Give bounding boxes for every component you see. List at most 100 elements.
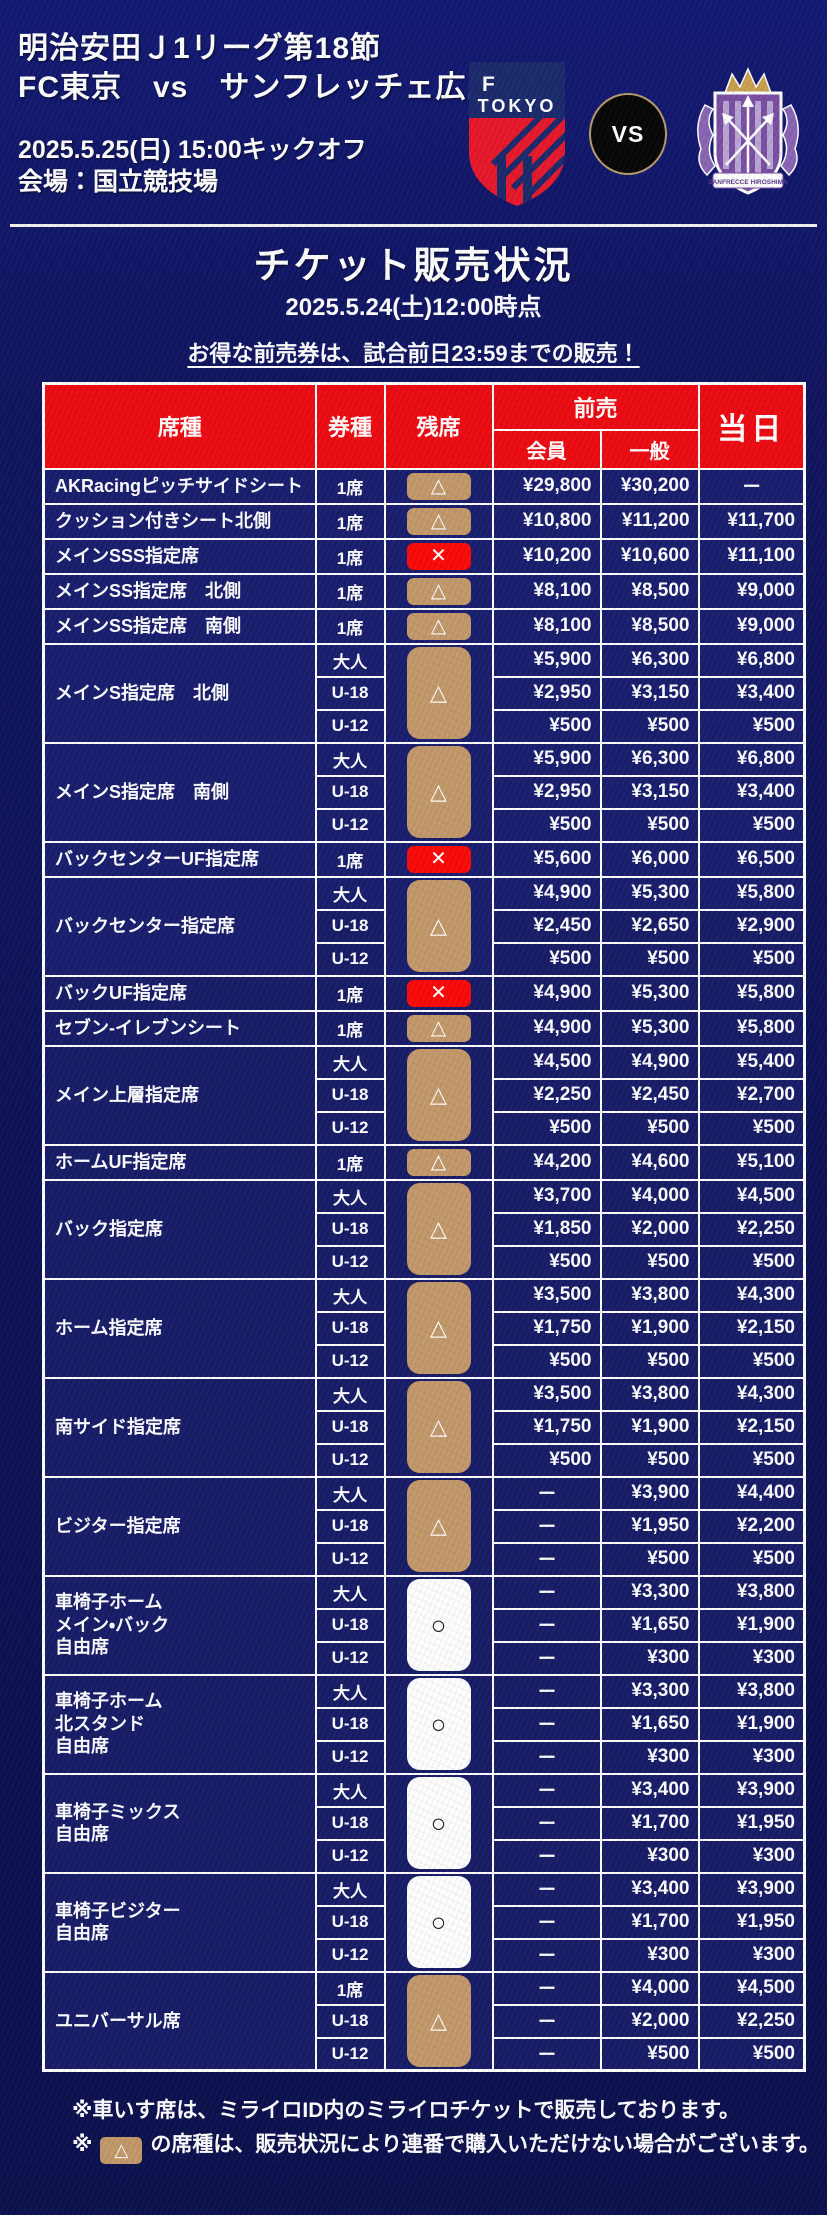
seat-row: メインSSS指定席 1席 ✕ ¥10,200 ¥10,600 ¥11,100 bbox=[42, 537, 806, 575]
ticket-type-cell: U-18 bbox=[314, 1607, 386, 1643]
availability-cell: ○ bbox=[383, 1772, 494, 1874]
availability-badge-limited: △ bbox=[406, 1148, 471, 1176]
col-header-ticket-type: 券種 bbox=[314, 382, 386, 470]
price-general-cell: ¥300 bbox=[599, 1937, 700, 1973]
sanfrecce-banner-text: SANFRECCE HIROSHIMA bbox=[708, 179, 788, 186]
seat-row: U-12 ¥500 ¥500 ¥500 bbox=[44, 708, 806, 744]
logo-strip: F C TOKYO VS bbox=[467, 60, 807, 208]
price-sameday-cell: ¥500 bbox=[697, 2036, 806, 2072]
price-member-cell: ー bbox=[491, 1838, 602, 1874]
availability-badge-limited: △ bbox=[406, 1480, 471, 1572]
price-member-cell: ー bbox=[491, 1706, 602, 1742]
price-general-cell: ¥8,500 bbox=[599, 607, 700, 645]
price-sameday-cell: ¥500 bbox=[697, 708, 806, 744]
price-general-cell: ¥6,000 bbox=[599, 840, 700, 878]
price-sameday-cell: ¥5,400 bbox=[697, 1044, 806, 1080]
ticket-type-cell: U-12 bbox=[314, 1244, 386, 1280]
availability-badge-limited: △ bbox=[406, 746, 471, 838]
seat-row: ホームUF指定席 1席 △ ¥4,200 ¥4,600 ¥5,100 bbox=[42, 1143, 806, 1181]
seat-row: U-18 ¥2,950 ¥3,150 ¥3,400 bbox=[44, 774, 806, 810]
seat-row: U-18 ¥2,950 ¥3,150 ¥3,400 bbox=[44, 675, 806, 711]
price-sameday-cell: ¥4,500 bbox=[697, 1970, 806, 2006]
seat-name-cell: クッション付きシート北側 bbox=[42, 502, 317, 540]
price-member-cell: ¥500 bbox=[491, 1442, 602, 1478]
price-sameday-cell: ¥1,950 bbox=[697, 1805, 806, 1841]
seat-row: バックセンター指定席 大人 △ ¥4,900 ¥5,300 ¥5,800 bbox=[42, 875, 806, 977]
price-sameday-cell: ¥9,000 bbox=[697, 607, 806, 645]
availability-badge-limited: △ bbox=[406, 1183, 471, 1275]
availability-badge-limited: △ bbox=[406, 1381, 471, 1473]
price-general-cell: ¥5,300 bbox=[599, 974, 700, 1012]
seat-name-cell: 南サイド指定席 bbox=[42, 1376, 317, 1478]
price-sameday-cell: ー bbox=[697, 467, 806, 505]
fc-tokyo-tokyo-text: TOKYO bbox=[478, 96, 557, 116]
price-member-cell: ー bbox=[491, 1673, 602, 1709]
availability-cell: ✕ bbox=[383, 840, 494, 878]
seat-name-cell: 車椅子ミックス 自由席 bbox=[42, 1772, 317, 1874]
seat-row: メインS指定席 南側 大人 △ ¥5,900 ¥6,300 ¥6,800 bbox=[42, 741, 806, 843]
ticket-type-cell: U-18 bbox=[314, 1805, 386, 1841]
availability-badge-available: ○ bbox=[406, 1579, 471, 1671]
seat-name-cell: ビジター指定席 bbox=[42, 1475, 317, 1577]
price-sameday-cell: ¥1,900 bbox=[697, 1607, 806, 1643]
matchup-title: FC東京 vs サンフレッチェ広島 bbox=[18, 71, 498, 104]
ticket-type-cell: U-18 bbox=[314, 908, 386, 944]
seat-name-cell: 車椅子ホーム 北スタンド 自由席 bbox=[42, 1673, 317, 1775]
seat-row: U-18 ¥1,750 ¥1,900 ¥2,150 bbox=[44, 1310, 806, 1346]
seat-name-cell: ホームUF指定席 bbox=[42, 1143, 317, 1181]
ticket-table-wrap: 席種 券種 残席 前売 当日 会員 一般 AKRacingピッチサイドシート 1席… bbox=[42, 382, 807, 2072]
availability-badge-limited: △ bbox=[406, 1974, 471, 2067]
price-sameday-cell: ¥5,800 bbox=[697, 974, 806, 1012]
ticket-type-cell: 1席 bbox=[314, 1009, 386, 1047]
availability-cell: △ bbox=[383, 607, 494, 645]
price-general-cell: ¥1,900 bbox=[599, 1409, 700, 1445]
ticket-type-cell: U-12 bbox=[314, 1937, 386, 1973]
seat-name-cell: メインSS指定席 北側 bbox=[42, 572, 317, 610]
price-member-cell: ¥1,750 bbox=[491, 1310, 602, 1346]
seat-row: 車椅子ミックス 自由席 大人 ○ ー ¥3,400 ¥3,900 bbox=[42, 1772, 806, 1874]
price-member-cell: ー bbox=[491, 1805, 602, 1841]
ticket-type-cell: 大人 bbox=[314, 875, 386, 911]
price-sameday-cell: ¥3,800 bbox=[697, 1673, 806, 1709]
col-header-stock: 残席 bbox=[383, 382, 494, 470]
ticket-type-cell: 大人 bbox=[314, 642, 386, 678]
price-sameday-cell: ¥2,250 bbox=[697, 2003, 806, 2039]
competition-title: 明治安田Ｊ1リーグ第18節 bbox=[18, 32, 382, 65]
fc-tokyo-fc-text: F C bbox=[482, 73, 567, 96]
availability-cell: △ bbox=[383, 1143, 494, 1181]
price-member-cell: ¥5,900 bbox=[491, 741, 602, 777]
price-sameday-cell: ¥4,300 bbox=[697, 1277, 806, 1313]
seat-row: メインS指定席 北側 大人 △ ¥5,900 ¥6,300 ¥6,800 bbox=[42, 642, 806, 744]
price-general-cell: ¥300 bbox=[599, 1838, 700, 1874]
price-sameday-cell: ¥500 bbox=[697, 1442, 806, 1478]
availability-badge-available: ○ bbox=[406, 1777, 471, 1869]
ticket-type-cell: U-12 bbox=[314, 807, 386, 843]
price-member-cell: ¥4,900 bbox=[491, 974, 602, 1012]
ticket-type-cell: U-18 bbox=[314, 1310, 386, 1346]
price-sameday-cell: ¥300 bbox=[697, 1937, 806, 1973]
ticket-table-body: AKRacingピッチサイドシート 1席 △ ¥29,800 ¥30,200 ークッション… bbox=[42, 467, 806, 2072]
price-general-cell: ¥500 bbox=[599, 1541, 700, 1577]
as-of-timestamp: 2025.5.24(土)12:00時点 bbox=[285, 294, 542, 321]
price-general-cell: ¥500 bbox=[599, 2036, 700, 2072]
availability-cell: △ bbox=[383, 875, 494, 977]
col-header-general: 一般 bbox=[599, 428, 700, 470]
seat-row: U-18 ¥2,250 ¥2,450 ¥2,700 bbox=[44, 1077, 806, 1113]
seat-name-cell: バック指定席 bbox=[42, 1178, 317, 1280]
availability-badge-limited: △ bbox=[406, 472, 471, 500]
seat-row: U-18 ー ¥1,650 ¥1,900 bbox=[44, 1607, 806, 1643]
ticket-type-cell: 1席 bbox=[314, 467, 386, 505]
seat-row: ビジター指定席 大人 △ ー ¥3,900 ¥4,400 bbox=[42, 1475, 806, 1577]
price-general-cell: ¥500 bbox=[599, 1244, 700, 1280]
seat-row: U-12 ¥500 ¥500 ¥500 bbox=[44, 1442, 806, 1478]
price-sameday-cell: ¥2,150 bbox=[697, 1409, 806, 1445]
availability-badge-limited: △ bbox=[406, 1282, 471, 1374]
price-member-cell: ¥2,450 bbox=[491, 908, 602, 944]
seat-row: セブン-イレブンシート 1席 △ ¥4,900 ¥5,300 ¥5,800 bbox=[42, 1009, 806, 1047]
fc-tokyo-crest-icon: F C TOKYO bbox=[469, 62, 567, 206]
price-general-cell: ¥2,650 bbox=[599, 908, 700, 944]
price-member-cell: ー bbox=[491, 1508, 602, 1544]
seat-row: メイン上層指定席 大人 △ ¥4,500 ¥4,900 ¥5,400 bbox=[42, 1044, 806, 1146]
availability-cell: ✕ bbox=[383, 974, 494, 1012]
availability-badge-soldout: ✕ bbox=[406, 979, 471, 1007]
